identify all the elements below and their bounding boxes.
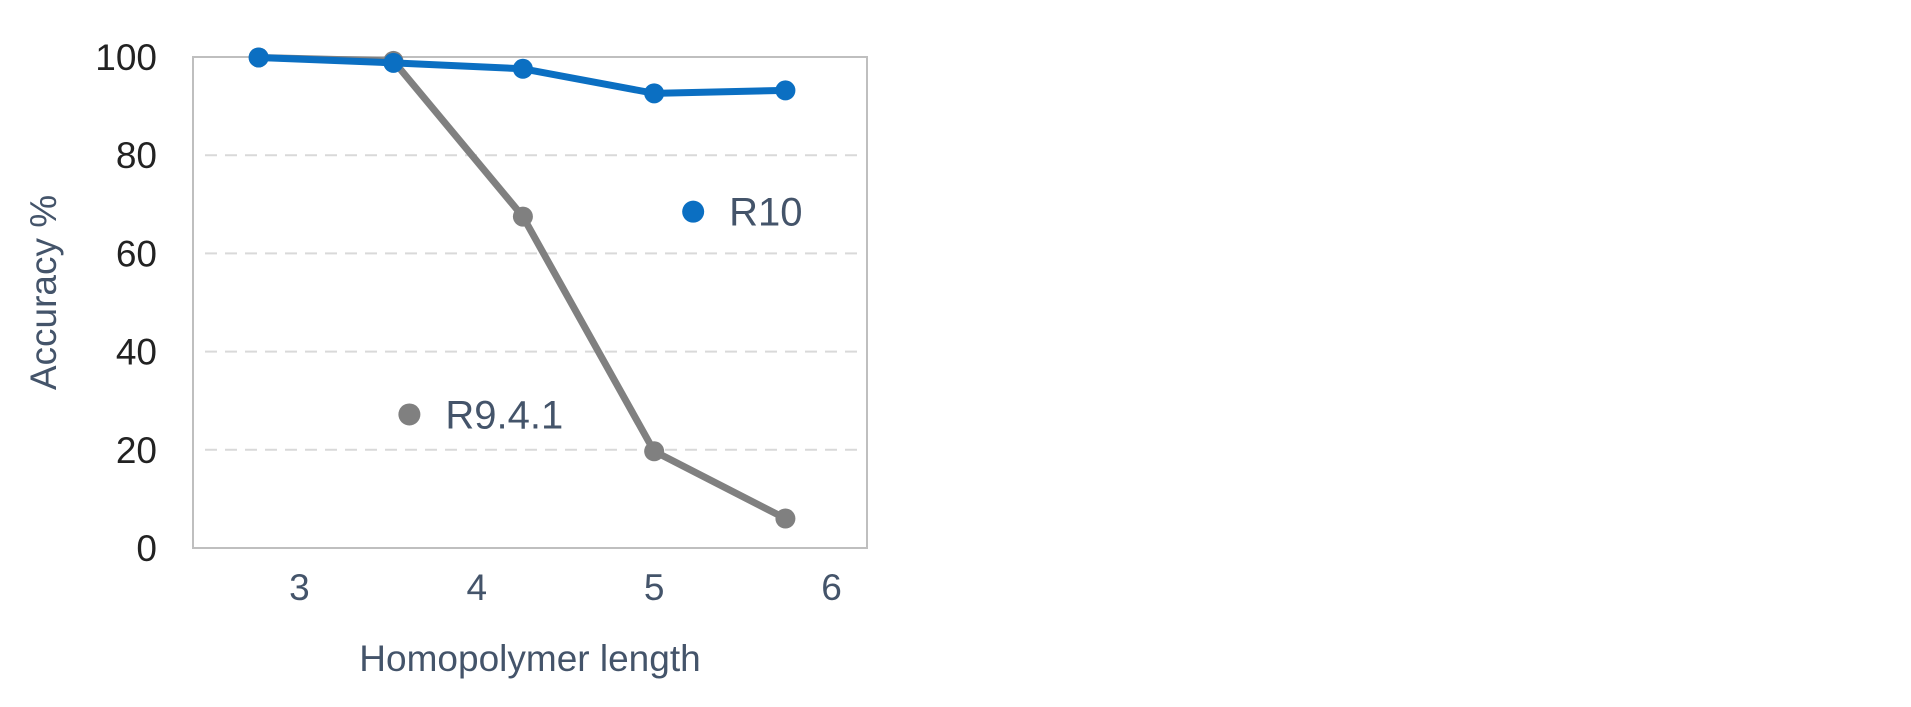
legend-marker-r9-4-1	[398, 403, 421, 426]
data-point-r9-4-1	[512, 206, 533, 227]
legend-label-r10: R10	[729, 191, 802, 235]
y-tick-label: 100	[95, 37, 157, 78]
x-tick-label: 3	[289, 567, 310, 608]
y-tick-label: 40	[116, 332, 157, 373]
y-axis-title: Accuracy %	[23, 195, 64, 390]
data-point-r10	[512, 58, 533, 79]
x-axis-title: Homopolymer length	[359, 638, 700, 679]
gridlines	[205, 154, 861, 451]
series-r9-4-1	[248, 47, 796, 529]
data-point-r9-4-1	[644, 441, 665, 462]
y-tick-label: 0	[136, 528, 157, 569]
y-tick-label: 20	[116, 430, 157, 471]
data-point-r10	[383, 52, 404, 73]
plot-frame	[192, 56, 868, 549]
series-layer	[248, 47, 796, 529]
data-point-r10	[248, 47, 269, 68]
series-r10	[248, 47, 796, 104]
y-tick-label: 60	[116, 233, 157, 274]
data-point-r10	[644, 83, 665, 104]
legend-item-r10: R10	[682, 191, 803, 235]
x-tick-label: 6	[821, 567, 842, 608]
legend-layer: R10 R9.4.1	[398, 191, 803, 437]
x-axis-ticks: 3 4 5 6	[289, 567, 842, 608]
y-axis-ticks: 0 20 40 60 80 100	[95, 37, 157, 569]
x-tick-label: 4	[467, 567, 488, 608]
x-tick-label: 5	[644, 567, 665, 608]
legend-item-r9-4-1: R9.4.1	[398, 393, 563, 437]
data-point-r9-4-1	[775, 508, 796, 529]
legend-label-r9-4-1: R9.4.1	[445, 393, 563, 437]
data-point-r10	[775, 80, 796, 101]
legend-marker-r10	[682, 200, 705, 223]
y-tick-label: 80	[116, 135, 157, 176]
